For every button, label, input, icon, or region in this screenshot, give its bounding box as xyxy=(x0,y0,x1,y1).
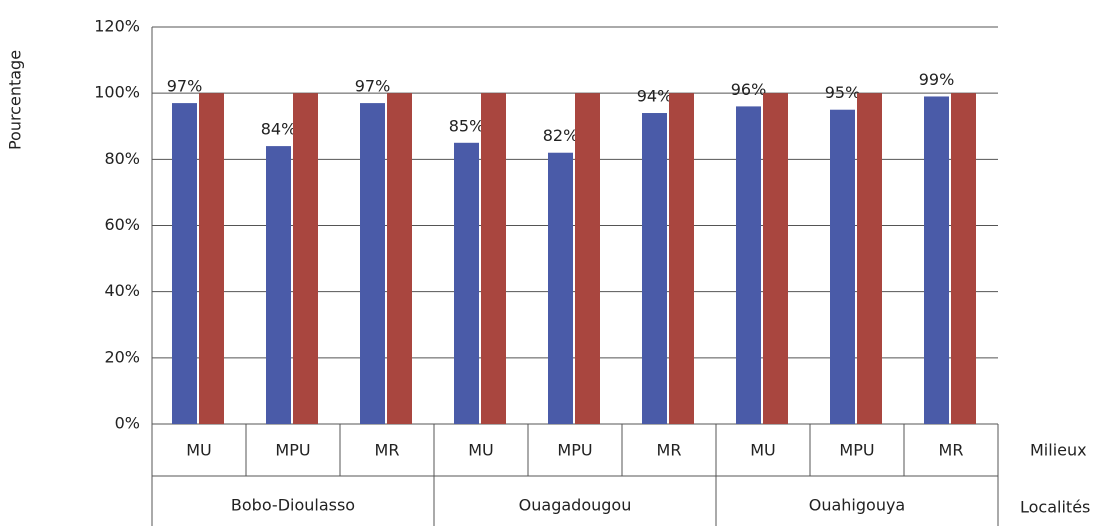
bar xyxy=(454,142,479,424)
bar xyxy=(575,93,600,425)
y-tick-label: 100% xyxy=(94,83,140,102)
x-tick-label: MR xyxy=(657,441,682,460)
data-label: 95% xyxy=(825,83,861,102)
data-label: 85% xyxy=(449,116,485,135)
data-label: 99% xyxy=(919,70,955,89)
bar xyxy=(293,93,318,425)
y-axis-label: Pourcentage xyxy=(6,50,25,150)
bar xyxy=(857,93,882,425)
bar xyxy=(642,113,667,425)
x-tick-label: MU xyxy=(186,441,212,460)
bar xyxy=(481,93,506,425)
bar xyxy=(736,106,761,425)
bar xyxy=(763,93,788,425)
data-label: 82% xyxy=(543,126,579,145)
x-tick-label: MU xyxy=(468,441,494,460)
y-tick-label: 120% xyxy=(94,17,140,36)
y-tick-label: 60% xyxy=(104,215,140,234)
bar xyxy=(266,146,291,424)
bar xyxy=(548,152,573,424)
category-axis-label: Localités xyxy=(1020,498,1090,517)
x-tick-label: MPU xyxy=(839,441,874,460)
bar xyxy=(924,96,949,424)
data-label: 97% xyxy=(355,77,391,96)
bar xyxy=(951,93,976,425)
y-tick-label: 40% xyxy=(104,281,140,300)
x-tick-label: MPU xyxy=(275,441,310,460)
x-tick-label: MR xyxy=(375,441,400,460)
data-label: 84% xyxy=(261,120,297,139)
group-label: Bobo-Dioulasso xyxy=(231,496,355,515)
group-label: Ouahigouya xyxy=(809,496,905,515)
y-tick-label: 80% xyxy=(104,149,140,168)
x-tick-label: MPU xyxy=(557,441,592,460)
data-label: 96% xyxy=(731,80,767,99)
y-tick-label: 20% xyxy=(104,347,140,366)
bar xyxy=(669,93,694,425)
bar xyxy=(830,109,855,424)
y-tick-label: 0% xyxy=(115,414,140,433)
bar xyxy=(387,93,412,425)
x-tick-label: MR xyxy=(939,441,964,460)
bar xyxy=(172,103,197,424)
category-axis-label: Milieux xyxy=(1030,441,1087,460)
data-label: 97% xyxy=(167,77,203,96)
data-label: 94% xyxy=(637,87,673,106)
bar xyxy=(199,93,224,425)
x-tick-label: MU xyxy=(750,441,776,460)
bar xyxy=(360,103,385,424)
group-label: Ouagadougou xyxy=(519,496,632,515)
